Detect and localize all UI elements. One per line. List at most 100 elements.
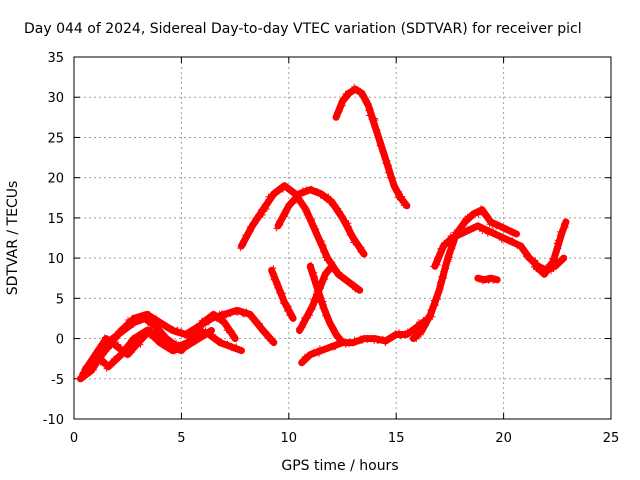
data-point (434, 257, 441, 264)
data-point (375, 337, 382, 344)
data-point (496, 232, 502, 239)
data-point (138, 333, 145, 340)
data-point (380, 150, 387, 157)
data-point (179, 342, 186, 349)
y-tick-label: -5 (51, 373, 64, 388)
data-point (413, 335, 420, 342)
data-point (398, 333, 405, 340)
data-point (374, 131, 381, 138)
data-point (280, 185, 287, 192)
data-point (386, 166, 393, 172)
data-point (336, 208, 343, 215)
data-point (148, 330, 155, 337)
data-point (450, 232, 457, 239)
data-point (122, 324, 129, 331)
x-tick-label: 25 (603, 431, 620, 446)
data-point (543, 268, 550, 274)
data-point (132, 335, 139, 342)
data-point (316, 345, 323, 352)
data-point (339, 275, 346, 282)
data-point (203, 317, 210, 324)
data-point (441, 275, 448, 281)
data-point (430, 297, 437, 304)
data-point (327, 322, 334, 329)
data-point (300, 320, 307, 326)
data-point (490, 277, 497, 284)
data-point (314, 234, 321, 241)
series-arc-10 (298, 314, 432, 367)
data-point (169, 325, 176, 332)
data-point (364, 336, 371, 343)
data-point (189, 332, 196, 339)
data-point (311, 273, 318, 280)
data-point (429, 303, 436, 310)
data-point (206, 331, 212, 338)
data-point (400, 202, 407, 209)
data-point (305, 310, 312, 316)
data-point (147, 321, 154, 328)
data-point (200, 333, 207, 340)
data-point (113, 354, 120, 361)
data-point (82, 363, 89, 370)
data-point (221, 321, 228, 328)
data-point (479, 278, 486, 285)
data-point (228, 345, 235, 352)
data-point (388, 175, 395, 182)
data-point (161, 343, 168, 349)
data-point (350, 239, 357, 246)
y-tick-label: 15 (47, 212, 64, 227)
data-point (479, 228, 486, 235)
data-point (174, 327, 181, 333)
data-point (116, 353, 123, 360)
data-point (248, 223, 255, 230)
data-point (193, 328, 200, 335)
data-point (267, 195, 274, 202)
data-point (335, 341, 342, 348)
data-point (396, 329, 402, 336)
series-arc-8 (296, 262, 336, 334)
data-point (441, 262, 448, 269)
data-point (285, 186, 292, 193)
data-point (107, 340, 114, 347)
data-point (445, 238, 451, 245)
data-point (357, 87, 364, 94)
data-point (113, 334, 120, 341)
data-point (330, 325, 337, 332)
data-point (357, 249, 364, 255)
data-point (350, 340, 357, 347)
data-point (317, 299, 323, 306)
series-layer (76, 83, 570, 383)
data-point (258, 206, 265, 213)
data-point (396, 188, 403, 195)
data-point (247, 312, 254, 319)
y-tick-label: 35 (47, 51, 64, 66)
y-axis-label: SDTVAR / TECUs (5, 181, 21, 296)
series-arc-7 (268, 265, 297, 322)
y-tick-label: 5 (56, 292, 64, 307)
data-point (286, 187, 293, 194)
series-arc-9 (306, 261, 346, 347)
data-point (372, 117, 379, 123)
data-point (481, 212, 488, 219)
data-point (293, 197, 299, 204)
data-point (283, 307, 290, 314)
data-point (316, 350, 322, 357)
data-point (368, 116, 375, 123)
data-point (265, 331, 272, 338)
data-point (270, 265, 277, 272)
y-tick-label: 20 (47, 172, 64, 187)
data-point (280, 300, 287, 307)
data-point (461, 227, 468, 234)
data-point (329, 203, 336, 210)
data-point (346, 225, 353, 232)
data-point (487, 218, 494, 225)
data-point (560, 220, 567, 227)
data-point (105, 344, 111, 351)
data-point (464, 226, 471, 233)
data-point (158, 328, 165, 335)
chart-title: Day 044 of 2024, Sidereal Day-to-day VTE… (24, 21, 582, 37)
data-point (470, 224, 477, 231)
data-point (502, 235, 509, 242)
data-point (483, 226, 490, 233)
data-point (274, 284, 281, 291)
